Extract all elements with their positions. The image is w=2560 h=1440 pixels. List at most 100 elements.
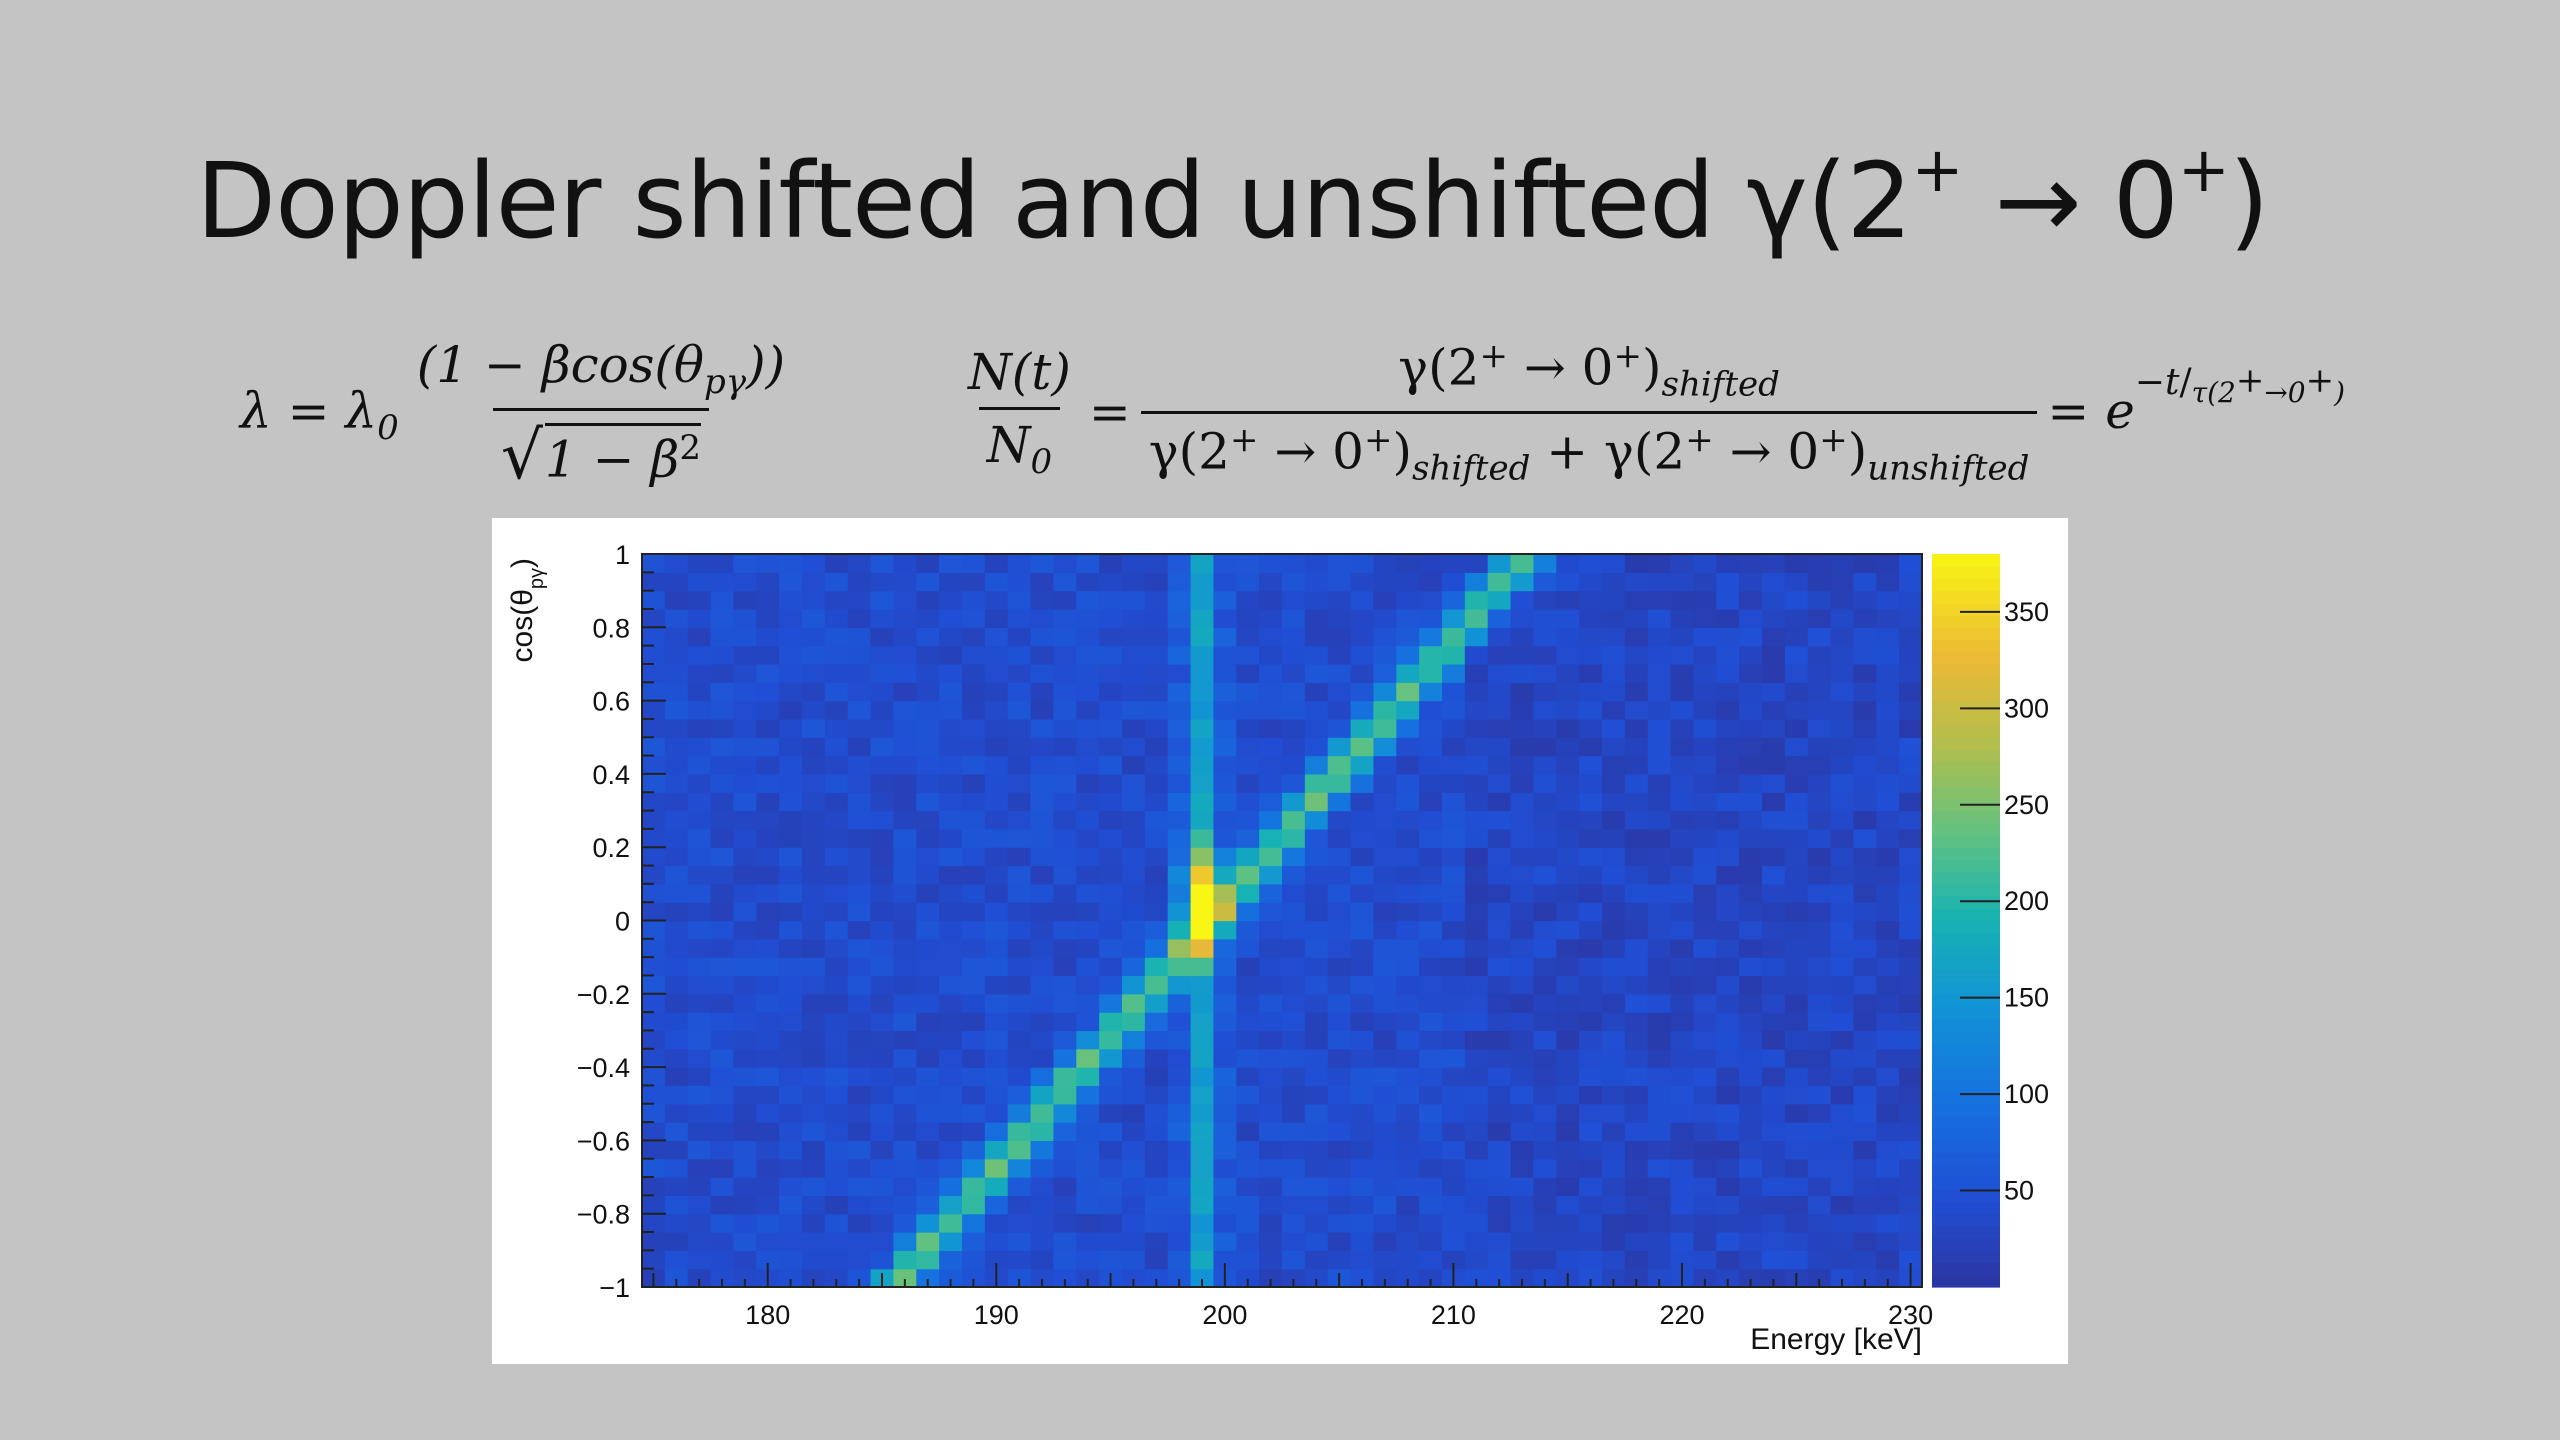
heatmap-cell xyxy=(1510,1195,1535,1215)
heatmap-cell xyxy=(1076,828,1100,848)
heatmap-cell xyxy=(1304,1103,1329,1123)
heatmap-cell xyxy=(1442,645,1466,665)
heatmap-cell xyxy=(870,1122,895,1142)
heatmap-cell xyxy=(1419,847,1443,867)
colorbar-segment xyxy=(1932,871,2000,885)
heatmap-cell xyxy=(1304,1158,1329,1178)
heatmap-cell xyxy=(1030,682,1055,702)
heatmap-cell xyxy=(962,1030,986,1050)
heatmap-cell xyxy=(1167,902,1192,922)
heatmap-cell xyxy=(1510,920,1535,940)
heatmap-cell xyxy=(870,792,895,812)
heatmap-cell xyxy=(1259,1067,1283,1087)
heatmap-cell xyxy=(1304,718,1329,738)
heatmap-cell xyxy=(962,755,986,775)
heatmap-cell xyxy=(1693,663,1717,683)
heatmap-cell xyxy=(779,572,803,592)
heatmap-cell xyxy=(1579,1122,1603,1142)
heatmap-cell xyxy=(1099,902,1123,922)
heatmap-cell xyxy=(1190,1250,1215,1270)
heatmap-cell xyxy=(939,902,963,922)
heatmap-cell xyxy=(1762,810,1786,830)
heatmap-cell xyxy=(1716,1103,1740,1123)
heatmap-cell xyxy=(984,554,1009,573)
heatmap-cell xyxy=(802,1067,826,1087)
heatmap-cell xyxy=(664,1103,689,1123)
heatmap-cell xyxy=(1579,1250,1603,1270)
heatmap-cell xyxy=(1647,883,1672,903)
heatmap-cell xyxy=(916,938,940,958)
heatmap-cell xyxy=(1716,1048,1740,1068)
heatmap-cell xyxy=(1487,792,1512,812)
heatmap-cell xyxy=(1007,957,1032,977)
heatmap-cell xyxy=(1327,1067,1352,1087)
heatmap-cell xyxy=(1807,1213,1832,1233)
heatmap-cell xyxy=(1602,718,1626,738)
heatmap-cell xyxy=(1762,883,1786,903)
heatmap-cell xyxy=(1190,828,1215,848)
heatmap-cell xyxy=(1647,737,1672,757)
heatmap-cell xyxy=(664,1085,689,1105)
heatmap-cell xyxy=(939,554,963,573)
heatmap-cell xyxy=(1419,993,1443,1013)
heatmap-cell xyxy=(1487,975,1512,995)
heatmap-cell xyxy=(1876,718,1900,738)
heatmap-cell xyxy=(1282,938,1306,958)
heatmap-cell xyxy=(1807,828,1832,848)
heatmap-cell xyxy=(1259,1250,1283,1270)
heatmap-cell xyxy=(1122,1195,1146,1215)
heatmap-cell xyxy=(1716,1232,1740,1251)
heatmap-cell xyxy=(1236,1103,1260,1123)
heatmap-cell xyxy=(687,1140,712,1160)
heatmap-cell xyxy=(710,627,735,647)
heatmap-cell xyxy=(870,1048,895,1068)
heatmap-cell xyxy=(870,1195,895,1215)
heatmap-cell xyxy=(1373,920,1397,940)
heatmap-cell xyxy=(1373,975,1397,995)
heatmap-cell xyxy=(1236,810,1260,830)
colorbar-segment xyxy=(1932,1225,2000,1239)
heatmap-cell xyxy=(1373,718,1397,738)
heatmap-cell xyxy=(1099,1103,1123,1123)
heatmap-cell xyxy=(1304,1030,1329,1050)
heatmap-cell xyxy=(1670,902,1695,922)
heatmap-cell xyxy=(1899,975,1923,995)
heatmap-cell xyxy=(1647,1085,1672,1105)
heatmap-cell xyxy=(962,554,986,573)
heatmap-cell xyxy=(1442,975,1466,995)
heatmap-cell xyxy=(1327,737,1352,757)
heatmap-cell xyxy=(1533,865,1557,885)
heatmap-cell xyxy=(1007,554,1032,573)
heatmap-cell xyxy=(1556,737,1580,757)
heatmap-cell xyxy=(939,755,963,775)
heatmap-cell xyxy=(1533,1085,1557,1105)
heatmap-cell xyxy=(847,920,872,940)
heatmap-cell xyxy=(916,627,940,647)
heatmap-cell xyxy=(1899,1158,1923,1178)
heatmap-cell xyxy=(1350,554,1375,573)
heatmap-cell xyxy=(1853,1195,1877,1215)
heatmap-cell xyxy=(870,590,895,610)
heatmap-cell xyxy=(1373,590,1397,610)
heatmap-cell xyxy=(802,1140,826,1160)
colorbar-segment xyxy=(1932,651,2000,665)
y-axis-label: cos(θpγ) xyxy=(506,558,548,662)
heatmap-cell xyxy=(1053,755,1077,775)
heatmap-cell xyxy=(824,1268,849,1288)
heatmap-cell xyxy=(1053,847,1077,867)
heatmap-cell xyxy=(1670,700,1695,720)
heatmap-cell xyxy=(664,554,689,573)
heatmap-cell xyxy=(756,718,780,738)
heatmap-cell xyxy=(1190,1122,1215,1142)
heatmap-cell xyxy=(916,883,940,903)
heatmap-cell xyxy=(962,1012,986,1032)
heatmap-cell xyxy=(1899,1085,1923,1105)
heatmap-cell xyxy=(1464,645,1489,665)
heatmap-cell xyxy=(1830,1048,1855,1068)
heatmap-cell xyxy=(1533,1103,1557,1123)
heatmap-cell xyxy=(1442,700,1466,720)
heatmap-cell xyxy=(733,1067,757,1087)
heatmap-cell xyxy=(1099,590,1123,610)
heatmap-cell xyxy=(1350,1268,1375,1288)
heatmap-cell xyxy=(1076,645,1100,665)
